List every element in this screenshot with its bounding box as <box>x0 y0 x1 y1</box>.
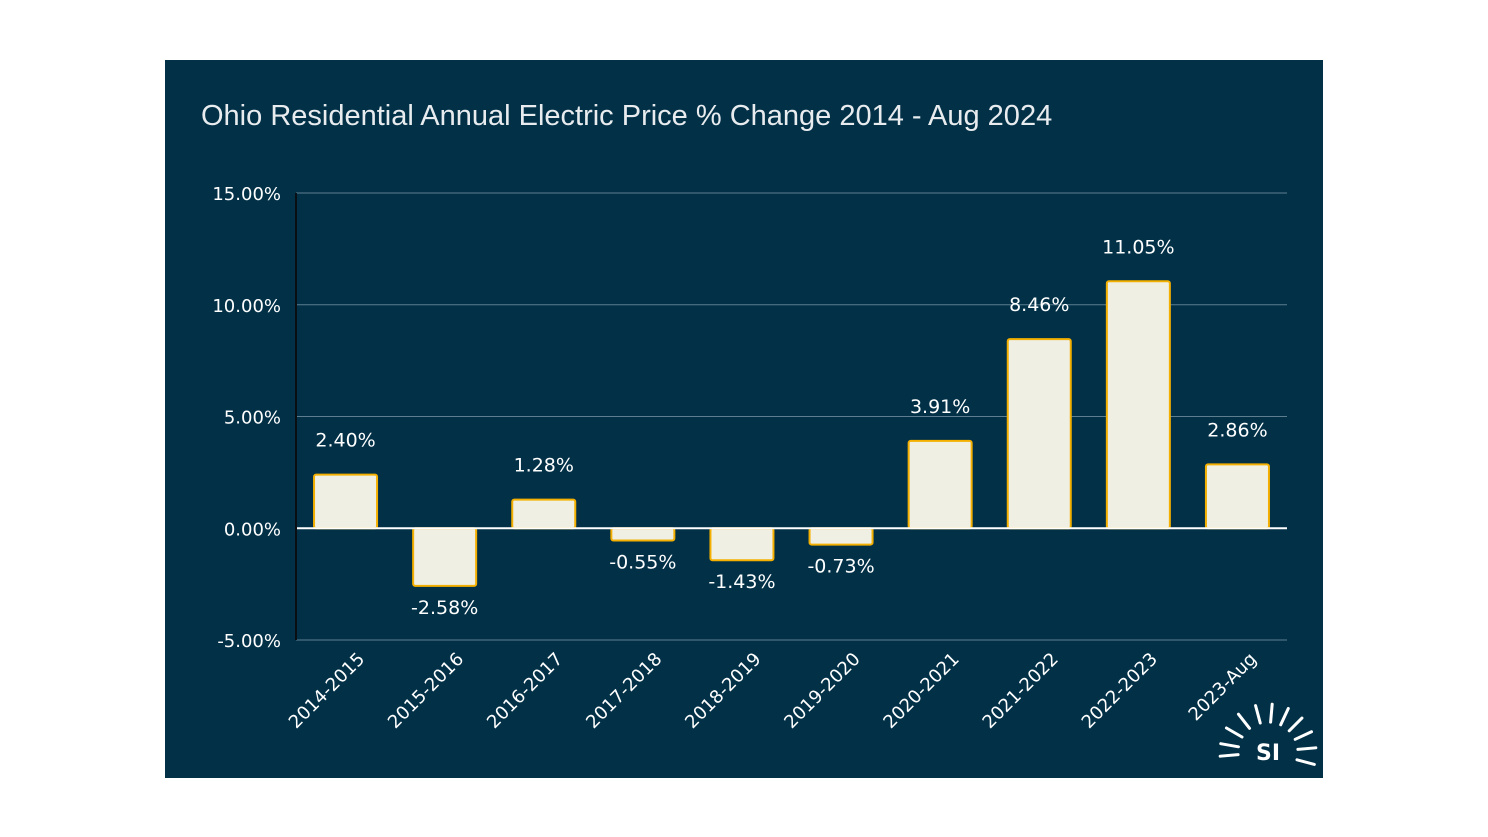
logo-ray <box>1224 726 1244 739</box>
data-label: 1.28% <box>514 455 574 477</box>
bar-2015-2016 <box>412 527 478 587</box>
data-label: 2.86% <box>1207 419 1267 441</box>
logo-ray <box>1218 753 1240 758</box>
y-tick-label: 5.00% <box>224 408 281 429</box>
bar-2023-Aug <box>1204 463 1270 530</box>
data-label: 2.40% <box>315 430 375 452</box>
x-tick-label: 2021-2022 <box>979 649 1063 733</box>
logo-ray <box>1279 706 1290 727</box>
bar-layer <box>313 280 1270 587</box>
logo-text: SI <box>1256 741 1280 766</box>
bar-2017-2018 <box>610 527 676 542</box>
axis-layer <box>295 193 1287 640</box>
y-tick-label: 10.00% <box>212 296 281 317</box>
logo-ray <box>1269 702 1274 724</box>
logo-ray <box>1254 704 1262 725</box>
logo-ray <box>1219 742 1240 749</box>
logo-ray <box>1236 712 1252 730</box>
x-tick-label: 2019-2020 <box>780 649 864 733</box>
data-label: -0.73% <box>807 556 874 578</box>
chart-title: Ohio Residential Annual Electric Price %… <box>201 100 1052 132</box>
x-tick-label: 2022-2023 <box>1078 649 1162 733</box>
sunburst-icon <box>1218 702 1318 766</box>
bar-2020-2021 <box>907 439 973 530</box>
y-tick-label: 15.00% <box>212 184 281 205</box>
bar-2021-2022 <box>1006 338 1072 530</box>
x-tick-label: 2023-Aug <box>1185 649 1261 725</box>
logo-ray <box>1287 716 1304 733</box>
data-label: -0.55% <box>609 552 676 574</box>
data-label: -2.58% <box>411 597 478 619</box>
data-label: 8.46% <box>1009 294 1069 316</box>
logo-ray <box>1295 758 1316 766</box>
bar-2019-2020 <box>808 527 874 546</box>
bar-2022-2023 <box>1105 280 1171 530</box>
y-tick-label: 0.00% <box>224 519 281 540</box>
si-logo: SI <box>1218 702 1318 766</box>
logo-ray <box>1293 730 1314 741</box>
data-label: 3.91% <box>910 396 970 418</box>
x-tick-label: 2014-2015 <box>285 649 369 733</box>
bar-2014-2015 <box>313 473 379 530</box>
bar-2016-2017 <box>511 498 577 530</box>
data-label: -1.43% <box>708 571 775 593</box>
x-tick-label: 2016-2017 <box>483 649 567 733</box>
data-label: 11.05% <box>1102 236 1174 258</box>
bar-2018-2019 <box>709 527 775 562</box>
x-tick-label: 2020-2021 <box>879 649 963 733</box>
x-tick-label: 2015-2016 <box>384 649 468 733</box>
x-tick-label: 2018-2019 <box>681 649 765 733</box>
y-tick-label: -5.00% <box>217 631 281 652</box>
x-tick-label: 2017-2018 <box>582 649 666 733</box>
logo-ray <box>1296 746 1318 751</box>
